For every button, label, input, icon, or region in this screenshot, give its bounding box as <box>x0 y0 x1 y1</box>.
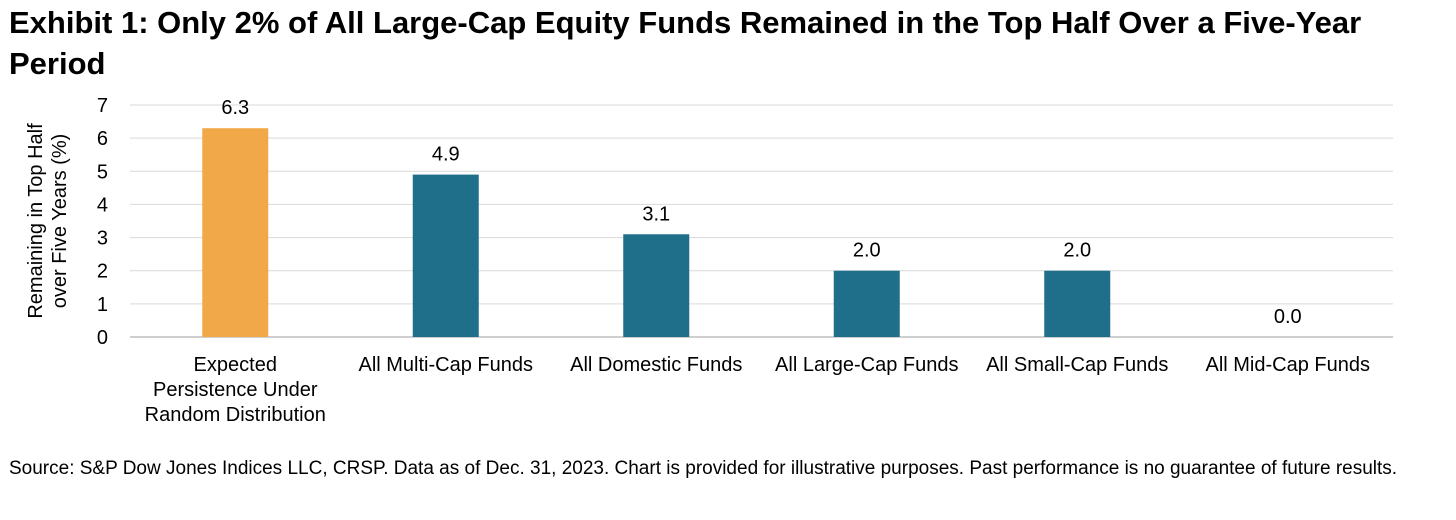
bar <box>1044 270 1111 337</box>
data-label: 0.0 <box>1274 306 1302 328</box>
data-label: 2.0 <box>853 240 881 262</box>
y-axis-label: Remaining in Top Half over Five Years (%) <box>25 123 71 319</box>
x-tick-label-line: Expected <box>194 354 277 376</box>
y-tick-labels: 0 1 2 3 4 5 6 7 <box>97 95 108 349</box>
bar <box>833 270 900 337</box>
data-label: 6.3 <box>221 97 249 119</box>
bar <box>412 174 479 337</box>
y-axis-label-line: over Five Years (%) <box>49 134 71 309</box>
bars <box>202 128 1111 337</box>
x-tick-label: All Mid-Cap Funds <box>1205 354 1370 376</box>
y-tick-label: 0 <box>97 327 108 349</box>
gridlines <box>130 104 1393 305</box>
x-tick-label-line: Random Distribution <box>145 404 326 426</box>
y-tick-label: 3 <box>97 228 108 250</box>
x-tick-label: All Multi-Cap Funds <box>358 354 533 376</box>
y-axis-label-line: Remaining in Top Half <box>25 123 47 319</box>
source-note: Source: S&P Dow Jones Indices LLC, CRSP.… <box>9 458 1398 479</box>
chart-title: Exhibit 1: Only 2% of All Large-Cap Equi… <box>9 5 1362 81</box>
data-label: 2.0 <box>1063 240 1091 262</box>
x-tick-label-line: All Mid-Cap Funds <box>1205 354 1370 376</box>
x-tick-label: All Domestic Funds <box>570 354 742 376</box>
y-tick-label: 1 <box>97 294 108 316</box>
y-tick-label: 2 <box>97 261 108 283</box>
x-tick-label-line: All Multi-Cap Funds <box>358 354 533 376</box>
data-labels: 6.3 4.9 3.1 2.0 2.0 0.0 <box>221 97 1301 328</box>
x-tick-label-line: All Domestic Funds <box>570 354 742 376</box>
x-tick-label: All Large-Cap Funds <box>775 354 958 376</box>
x-tick-label: All Small-Cap Funds <box>986 354 1168 376</box>
data-label: 3.1 <box>642 203 670 225</box>
x-tick-labels: Expected Persistence Under Random Distribu… <box>145 354 1370 426</box>
bar <box>623 234 690 337</box>
bar <box>202 128 269 337</box>
x-tick-label-line: All Large-Cap Funds <box>775 354 958 376</box>
y-tick-label: 4 <box>97 194 108 216</box>
data-label: 4.9 <box>432 144 460 166</box>
x-tick-label-line: All Small-Cap Funds <box>986 354 1168 376</box>
y-tick-label: 5 <box>97 161 108 183</box>
y-tick-label: 6 <box>97 128 108 150</box>
x-tick-label: Expected Persistence Under Random Distribu… <box>145 354 326 426</box>
y-axis-title: Remaining in Top Half over Five Years (%) <box>25 123 71 319</box>
bar-chart: 6.3 4.9 3.1 2.0 2.0 0.0 0 1 2 3 4 5 6 7 Expected Pers… <box>25 95 1393 426</box>
x-tick-label-line: Persistence Under <box>153 379 318 401</box>
y-tick-label: 7 <box>97 95 108 117</box>
